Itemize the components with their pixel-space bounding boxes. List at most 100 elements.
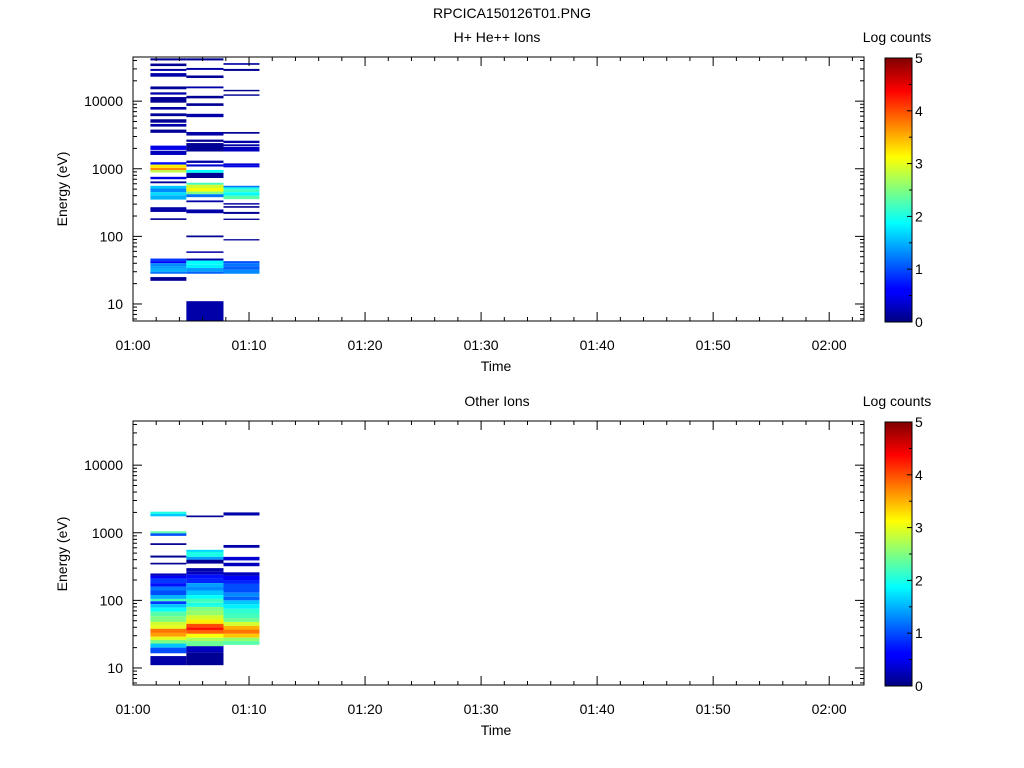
heatmap-cell [186, 641, 224, 647]
heatmap-cell [150, 181, 187, 184]
heatmap-cell [150, 555, 187, 558]
heatmap-cell [186, 301, 224, 321]
heatmap-cell [186, 633, 224, 638]
y-tick-label: 1000 [92, 525, 123, 541]
heatmap-cell [223, 596, 260, 601]
x-tick-label: 01:40 [580, 337, 615, 353]
heatmap-cell [186, 602, 224, 607]
colorbar [884, 57, 913, 323]
heatmap-cell [150, 601, 187, 605]
heatmap-cell [150, 86, 187, 90]
y-axis-label: Energy (eV) [54, 152, 70, 227]
heatmap-cell [223, 195, 260, 200]
heatmap-cell [186, 590, 224, 596]
heatmap-cell [150, 277, 187, 281]
x-axis-label: Time [481, 722, 512, 738]
heatmap-cell [150, 513, 187, 517]
ion-spectrogram-h-he: H+ He++ Ions Log counts 01:00 01:10 01:20 0… [54, 29, 931, 374]
heatmap-cell [150, 586, 187, 591]
heatmap-cell [186, 615, 224, 620]
heatmap-cell [186, 169, 224, 173]
heatmap-cell [150, 258, 187, 262]
colorbar-tick-label: 4 [915, 103, 923, 119]
heatmap-cell [150, 150, 187, 155]
heatmap-cell [186, 646, 224, 653]
colorbar-ticks: 0 1 2 3 4 5 [907, 50, 923, 330]
heatmap-cell [186, 235, 224, 238]
colorbar-tick-label: 0 [915, 314, 923, 330]
heatmap-cell [223, 625, 260, 630]
spectrogram-cells [150, 511, 260, 666]
x-tick-label: 01:00 [115, 701, 150, 717]
colorbar-tick-label: 3 [915, 156, 923, 172]
heatmap-cell [150, 511, 187, 514]
heatmap-cell [150, 632, 187, 637]
x-tick-label: 01:20 [348, 337, 383, 353]
heatmap-cell [186, 187, 224, 192]
y-axis-label: Energy (eV) [54, 517, 70, 592]
heatmap-cell [186, 610, 224, 616]
heatmap-cell [150, 68, 187, 71]
heatmap-cell [186, 131, 224, 136]
colorbar-tick-label: 4 [915, 467, 923, 483]
heatmap-cell [186, 574, 224, 579]
colorbar-tick-label: 5 [915, 414, 923, 430]
heatmap-cell [186, 559, 224, 564]
heatmap-cell [186, 184, 224, 188]
plot-frame [132, 420, 865, 686]
heatmap-cell [150, 218, 187, 220]
heatmap-cell [150, 573, 187, 576]
heatmap-cell [150, 656, 187, 666]
heatmap-cell [223, 637, 260, 642]
heatmap-cell [186, 191, 224, 195]
heatmap-cell [186, 58, 224, 61]
heatmap-cell [223, 575, 260, 581]
heatmap-cell [223, 600, 260, 605]
ion-spectrogram-other: Other Ions Log counts 01:00 01:10 01:20 01:… [54, 393, 931, 738]
heatmap-cell [223, 512, 260, 516]
heatmap-cell [186, 627, 224, 631]
y-axis-ticks: 10 100 1000 10000 [84, 59, 864, 320]
heatmap-cell [150, 58, 187, 61]
x-tick-label: 02:00 [812, 701, 847, 717]
heatmap-cell [223, 187, 260, 190]
heatmap-cell [186, 103, 224, 106]
heatmap-cell [186, 619, 224, 624]
heatmap-cell [223, 608, 260, 614]
heatmap-cell [223, 189, 260, 193]
heatmap-cell [150, 195, 187, 200]
heatmap-cell [150, 129, 187, 133]
heatmap-cell [150, 639, 187, 644]
heatmap-cell [150, 266, 187, 269]
heatmap-cell [186, 194, 224, 198]
heatmap-cell [223, 146, 260, 152]
heatmap-cell [150, 106, 187, 110]
heatmap-cell [223, 94, 260, 96]
heatmap-cell [223, 592, 260, 597]
heatmap-cell [223, 163, 260, 166]
colorbar-tick-label: 5 [915, 50, 923, 66]
colorbar-tick-label: 0 [915, 678, 923, 694]
heatmap-cell [186, 113, 224, 118]
heatmap-cell [186, 586, 224, 591]
colorbar-ticks: 0 1 2 3 4 5 [907, 414, 923, 694]
heatmap-cell [223, 562, 260, 567]
heatmap-cell [186, 258, 224, 261]
heatmap-cell [150, 621, 187, 626]
heatmap-cell [223, 68, 260, 71]
heatmap-cell [223, 266, 260, 270]
heatmap-cell [150, 647, 187, 654]
x-tick-label: 01:30 [464, 337, 499, 353]
heatmap-cell [223, 583, 260, 589]
heatmap-cell [223, 211, 260, 214]
heatmap-cell [186, 595, 224, 599]
panel-title: Other Ions [464, 393, 529, 409]
heatmap-cell [150, 616, 187, 622]
heatmap-cell [186, 260, 224, 265]
heatmap-cell [186, 571, 224, 575]
heatmap-cell [150, 73, 187, 77]
heatmap-cell [150, 595, 187, 599]
heatmap-cell [186, 583, 224, 587]
heatmap-cell [186, 95, 224, 99]
